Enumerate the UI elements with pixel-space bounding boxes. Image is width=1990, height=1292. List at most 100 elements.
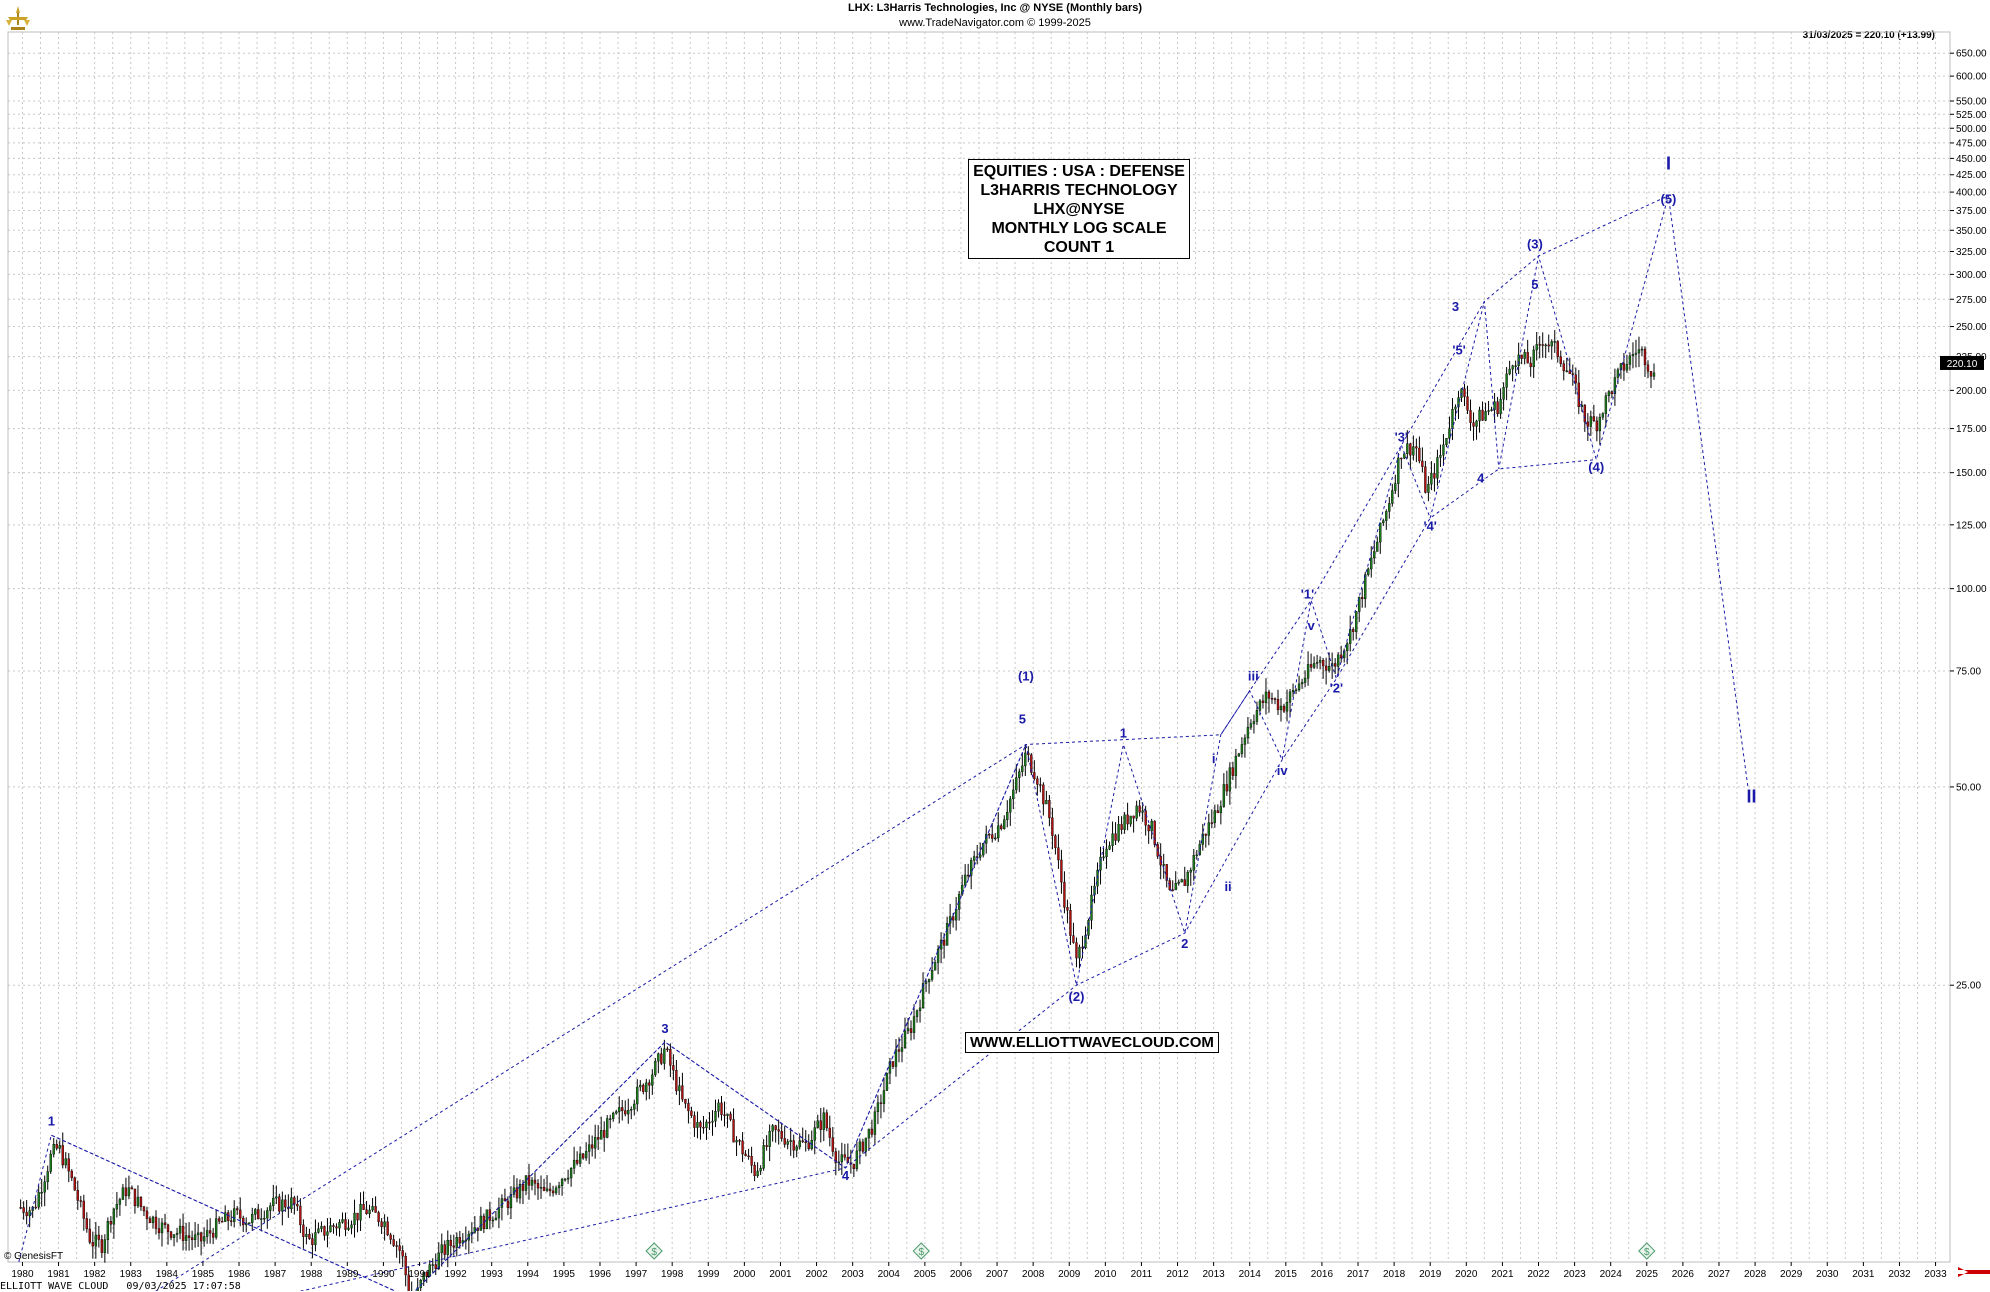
bar-body xyxy=(512,1187,516,1195)
x-tick-label: 1992 xyxy=(444,1269,467,1280)
bar-body xyxy=(702,1126,705,1129)
bar-body xyxy=(103,1239,107,1253)
wave-label: II xyxy=(1746,787,1756,807)
bar-body xyxy=(19,1207,22,1209)
bar-body xyxy=(497,1207,501,1219)
wave-label: 2 xyxy=(1181,936,1188,951)
dividend-markers: $ $ $ xyxy=(645,1242,1656,1260)
bar-body xyxy=(1652,372,1656,377)
bar-body xyxy=(789,1140,792,1142)
bar-body xyxy=(1379,522,1382,543)
bar-body xyxy=(118,1199,122,1205)
bar-body xyxy=(1165,864,1168,881)
bar-body xyxy=(777,1129,780,1132)
bar-body xyxy=(627,1109,630,1115)
wave-label: (1) xyxy=(1018,669,1034,684)
bar-body xyxy=(708,1121,711,1124)
x-tick-label: 1988 xyxy=(300,1269,323,1280)
x-tick-label: 2033 xyxy=(1924,1269,1947,1280)
bar-body xyxy=(1195,854,1198,857)
bar-body xyxy=(1162,864,1165,866)
bar-body xyxy=(1288,691,1292,703)
y-tick-label: 400.00 xyxy=(1956,188,1987,199)
bar-body xyxy=(106,1220,110,1240)
bar-body xyxy=(1490,409,1493,411)
bar-body xyxy=(521,1184,525,1191)
bar-body xyxy=(263,1217,266,1220)
bar-body xyxy=(609,1118,612,1120)
bar-body xyxy=(1469,410,1472,423)
wave-label: 3 xyxy=(661,1021,668,1036)
bar-body xyxy=(88,1228,91,1243)
bar-body xyxy=(657,1053,660,1062)
bar-body xyxy=(924,981,928,984)
bar-body xyxy=(1535,344,1538,351)
bar-body xyxy=(392,1239,395,1246)
wave-label: (4) xyxy=(1588,459,1604,474)
bar-body xyxy=(587,1144,591,1152)
bar-body xyxy=(1445,437,1448,446)
bar-body xyxy=(912,1016,916,1033)
wave-lines xyxy=(18,195,1749,1291)
wave-label: '5' xyxy=(1452,343,1465,358)
bar-body xyxy=(326,1231,329,1236)
bar-body xyxy=(169,1231,173,1238)
bar-body xyxy=(1385,511,1388,521)
x-tick-label: 2021 xyxy=(1491,1269,1514,1280)
bar-body xyxy=(1102,856,1105,859)
bar-body xyxy=(353,1212,356,1226)
bar-body xyxy=(696,1122,699,1128)
bar-body xyxy=(590,1144,594,1149)
bar-body xyxy=(386,1221,389,1236)
bar-body xyxy=(127,1187,131,1197)
scroll-arrow-icon xyxy=(1958,1267,1990,1277)
bar-body xyxy=(85,1218,88,1230)
bar-body xyxy=(666,1048,669,1051)
bar-body xyxy=(1105,848,1108,858)
bar-body xyxy=(332,1225,335,1227)
bar-body xyxy=(681,1085,684,1100)
bar-body xyxy=(1045,800,1048,805)
bar-body xyxy=(236,1208,239,1211)
bar-body xyxy=(452,1245,455,1248)
bar-body xyxy=(566,1177,570,1180)
bar-body xyxy=(530,1179,534,1186)
bar-body xyxy=(750,1156,753,1166)
bar-body xyxy=(509,1194,513,1209)
y-tick-label: 250.00 xyxy=(1956,322,1987,333)
bar-body xyxy=(663,1048,666,1064)
wave-label: 5 xyxy=(1019,711,1026,726)
bar-body xyxy=(1006,811,1009,820)
bar-body xyxy=(1081,946,1084,949)
bar-body xyxy=(1604,395,1608,414)
dividend-marker-icon xyxy=(645,1242,663,1260)
bar-body xyxy=(1478,409,1481,422)
x-tick-label: 1985 xyxy=(192,1269,215,1280)
bar-body xyxy=(563,1178,567,1181)
bar-body xyxy=(557,1185,561,1189)
x-tick-label: 1993 xyxy=(481,1269,504,1280)
bar-body xyxy=(239,1209,242,1219)
bar-body xyxy=(1454,406,1457,410)
bar-body xyxy=(1141,810,1144,813)
bar-body xyxy=(1526,352,1529,364)
bar-body xyxy=(145,1210,149,1219)
bar-body xyxy=(762,1145,765,1169)
bar-body xyxy=(1264,691,1268,703)
bar-body xyxy=(1496,401,1499,415)
x-tick-label: 1997 xyxy=(625,1269,648,1280)
bar-body xyxy=(449,1239,452,1247)
wave-label: '1' xyxy=(1301,586,1314,601)
bar-body xyxy=(1517,354,1520,366)
bar-body xyxy=(1129,815,1132,825)
bar-body xyxy=(272,1197,275,1207)
bar-body xyxy=(1442,444,1445,456)
bar-body xyxy=(828,1127,831,1138)
bar-body xyxy=(675,1070,678,1092)
bar-body xyxy=(630,1109,633,1111)
info-line-count: COUNT 1 xyxy=(1043,239,1115,256)
bar-body xyxy=(1634,352,1638,355)
bar-body xyxy=(1352,629,1355,632)
bar-body xyxy=(654,1060,657,1076)
bar-body xyxy=(1646,364,1650,372)
